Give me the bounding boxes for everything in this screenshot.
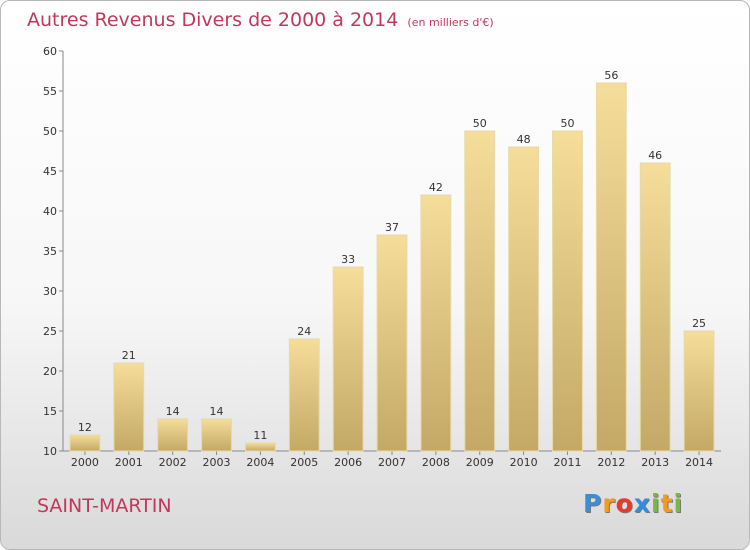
y-tick-label: 45 [43,165,57,178]
bar [376,234,408,452]
title-unit: (en milliers d'€) [407,16,494,29]
proxiti-logo[interactable]: Proxiti [583,489,683,518]
y-tick-label: 30 [43,285,57,298]
bar [113,362,145,452]
logo-letter: x [633,489,651,518]
bar-value-label: 14 [210,405,224,418]
x-tick-label: 2010 [510,456,538,469]
y-tick-label: 55 [43,85,57,98]
x-tick-label: 2006 [334,456,362,469]
y-tick-label: 40 [43,205,57,218]
x-tick-label: 2005 [290,456,318,469]
chart-title: Autres Revenus Divers de 2000 à 2014 (en… [27,9,494,31]
logo-letter: P [583,489,603,518]
bar [683,330,715,452]
y-tick-label: 35 [43,245,57,258]
logo-letter: t [660,489,674,518]
bar [69,434,101,452]
x-tick-label: 2013 [641,456,669,469]
bar-value-label: 50 [560,117,574,130]
bar-value-label: 11 [253,429,267,442]
bar [464,130,496,452]
x-tick-label: 2011 [553,456,581,469]
x-tick-label: 2012 [597,456,625,469]
bar [508,146,540,452]
logo-letter: i [673,489,684,518]
bar-value-label: 14 [166,405,180,418]
x-tick-label: 2007 [378,456,406,469]
bar [244,442,276,452]
bar [552,130,583,452]
bar [332,266,364,452]
bar-value-label: 50 [473,117,487,130]
y-tick-label: 50 [43,125,57,138]
bar-value-label: 24 [297,325,311,338]
x-tick-label: 2003 [203,456,231,469]
bar [201,418,232,452]
bar-value-label: 33 [341,253,355,266]
bar-value-label: 42 [429,181,443,194]
bar [595,82,627,452]
bar-value-label: 56 [604,69,618,82]
x-tick-label: 2002 [159,456,187,469]
logo-letter: i [651,489,661,518]
logo-letter: o [615,489,634,518]
y-tick-label: 10 [43,445,57,458]
bar [288,338,320,452]
bar [420,194,452,452]
bar [157,418,189,452]
x-tick-label: 2014 [685,456,713,469]
x-tick-label: 2001 [115,456,143,469]
location-label: SAINT-MARTIN [37,495,172,517]
y-tick-label: 15 [43,405,57,418]
logo-letter: r [602,489,616,518]
x-tick-label: 2008 [422,456,450,469]
y-tick-label: 20 [43,365,57,378]
bar-value-label: 48 [517,133,531,146]
x-tick-label: 2000 [71,456,99,469]
y-tick-label: 25 [43,325,57,338]
x-tick-label: 2004 [246,456,274,469]
bar-value-label: 12 [78,421,92,434]
bar-value-label: 25 [692,317,706,330]
bar-value-label: 46 [648,149,662,162]
bar-value-label: 21 [122,349,136,362]
bars: 12 21 14 14 11 24 33 37 42 50 48 50 56 46 25 [69,69,715,452]
y-tick-label: 60 [43,45,57,58]
bar-value-label: 37 [385,221,399,234]
bar [639,162,671,452]
x-tick-label: 2009 [466,456,494,469]
title-main: Autres Revenus Divers de 2000 à 2014 [27,9,399,31]
